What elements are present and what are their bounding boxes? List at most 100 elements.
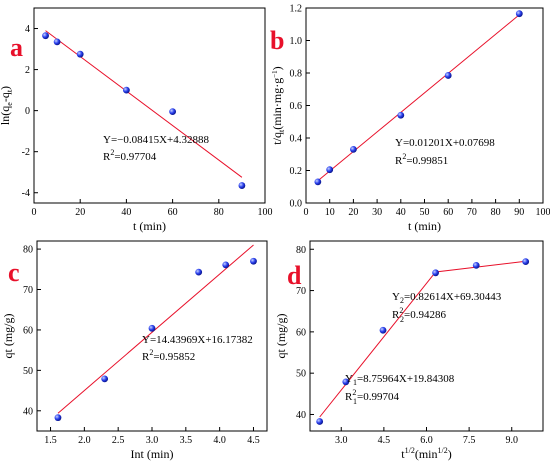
panel-c-xtick-label: 2.5: [112, 435, 125, 446]
panel-d-xtick-label: 9.0: [505, 435, 518, 446]
panel-b-fit-line: [317, 14, 520, 182]
panel-b-xtick-label: 80: [491, 207, 501, 218]
panel-a-equation: Y=−0.08415X+4.32888: [103, 134, 209, 146]
panel-b-data-point: [397, 111, 405, 119]
panel-b-ytick-label: 1.0: [290, 36, 303, 47]
panel-b-xtick-label: 20: [348, 207, 358, 218]
panel-a-xtick-label: 40: [121, 207, 131, 218]
panel-d-xtick-label: 7.5: [463, 435, 476, 446]
panel-c-data-point: [250, 257, 257, 265]
panel-b-data-point: [444, 72, 452, 79]
panel-b-ytick-label: 0.8: [290, 69, 303, 80]
panel-b-xtick-label: 10: [325, 207, 335, 218]
panel-b-data-point: [314, 178, 322, 186]
panel-a-xtick-label: 60: [168, 207, 178, 218]
panel-b-ylabel: t/qt(min·mg·g−1): [270, 66, 286, 144]
panel-b-r-squared: R2=0.99851: [395, 152, 448, 167]
panel-d-xlabel: t1/2(min1/2): [401, 446, 451, 461]
panel-d-ytick-label: 60: [296, 327, 306, 338]
panel-c-ytick-label: 50: [23, 366, 33, 377]
panel-b-xtick-label: 30: [372, 207, 382, 218]
panel-c-data-point: [148, 324, 156, 332]
panel-d-data-point: [316, 418, 324, 425]
panel-a-ytick-label: 2: [25, 65, 30, 76]
panel-a-data-point: [42, 32, 49, 40]
panel-a-ytick-label: 4: [25, 24, 30, 35]
panel-a-frame: [33, 7, 266, 204]
panel-c-xtick-label: 4.5: [247, 435, 260, 446]
panel-a-ylabel: ln(qe-qt): [0, 86, 14, 125]
panel-c-data-point: [54, 414, 62, 422]
panel-c-r-squared: R2=0.95852: [142, 348, 195, 363]
panel-c-xtick-label: 3.0: [146, 435, 159, 446]
panel-d-ytick-label: 80: [296, 245, 306, 256]
panel-c: 1.5 2.0 2.5 3.0 3.5 4.0 4.5 40 50 60 70 80 Int (min)…: [1, 240, 268, 461]
panel-b-ytick-label: 0.6: [290, 101, 303, 112]
panel-c-equation: Y=14.43969X+16.17382: [142, 334, 253, 346]
panel-d-r-squared: R2 1=0.99704: [345, 388, 399, 406]
panel-b-xtick-label: 70: [467, 207, 477, 218]
panel-c-label: c: [8, 258, 20, 287]
panel-b: 0 10 20 30 40 50 60 70 80 90 100 0.0 0.2 0.4 0.6 0.8 1.0…: [270, 4, 550, 234]
panel-b-xtick-label: 40: [396, 207, 406, 218]
panel-a-xlabel: t (min): [133, 219, 166, 233]
panel-d-data-point: [472, 261, 480, 269]
panel-a-r-squared: R2=0.97704: [103, 148, 157, 163]
panel-b-ytick-label: 1.2: [290, 4, 303, 15]
panel-b-data-point: [515, 10, 523, 18]
panel-a-xtick-label: 100: [258, 207, 273, 218]
panel-a-data-point: [53, 38, 61, 46]
panel-b-ytick-label: 0.2: [290, 166, 303, 177]
panel-b-label: b: [270, 26, 284, 55]
panel-d-xtick-label: 4.5: [378, 435, 391, 446]
panel-d-r-squared: R2 2=0.94286: [392, 306, 446, 324]
panel-c-ylabel: qt (mg/g): [1, 314, 15, 359]
panel-a-data-point: [123, 86, 130, 94]
panel-d-data-point: [522, 258, 530, 266]
panel-a-label: a: [10, 33, 23, 62]
panel-c-xtick-label: 2.0: [78, 435, 91, 446]
panel-a-data-point: [76, 50, 84, 58]
panel-c-data-point: [195, 268, 203, 276]
panel-c-xtick-label: 1.5: [44, 435, 57, 446]
panel-d-data-point: [379, 326, 387, 334]
panel-c-xtick-label: 3.5: [180, 435, 193, 446]
panel-b-equation: Y=0.01201X+0.07698: [395, 137, 495, 149]
panel-d-data-point: [342, 378, 350, 386]
panel-a-xtick-label: 80: [214, 207, 224, 218]
panel-b-xtick-label: 90: [514, 207, 524, 218]
panel-c-xlabel: Int (min): [131, 447, 174, 461]
panel-b-data-point: [326, 166, 334, 174]
panel-d-equation: Y1=8.75964X+19.84308: [345, 373, 455, 387]
panel-d-xtick-label: 6.0: [420, 435, 433, 446]
panel-a-xtick-label: 20: [75, 207, 85, 218]
panel-b-ytick-label: 0.0: [290, 199, 303, 210]
panel-d-xtick-label: 3.0: [335, 435, 348, 446]
panel-b-xtick-label: 100: [536, 207, 550, 218]
panel-a-ytick-label: -2: [22, 147, 30, 158]
panel-d-equation: Y2=0.82614X+69.30443: [392, 291, 502, 305]
panel-a-data-point: [169, 108, 177, 116]
panel-d-ytick-label: 40: [296, 410, 306, 421]
panel-c-fit-line: [57, 244, 254, 414]
panel-c-ytick-label: 60: [23, 325, 33, 336]
panel-b-data-point: [350, 145, 357, 153]
panel-c-data-point: [101, 375, 109, 383]
panel-c-ytick-label: 40: [23, 406, 33, 417]
panel-d-ytick-label: 50: [296, 369, 306, 380]
panel-a-xtick-label: 0: [32, 207, 37, 218]
panel-a: 0 20 40 60 80 100 -4 -2 0 2 4 t (min) ln(qe-qt) Y=−0.…: [0, 7, 273, 233]
panel-d-ylabel: qt (mg/g): [274, 314, 288, 359]
panel-b-xlabel: t (min): [408, 219, 441, 233]
panel-b-xtick-label: 60: [443, 207, 453, 218]
panel-b-ytick-label: 0.4: [290, 134, 303, 145]
panel-c-ytick-label: 70: [23, 285, 33, 296]
panel-c-xtick-label: 4.0: [213, 435, 226, 446]
panel-b-xtick-label: 0: [304, 207, 309, 218]
panel-d-ytick-label: 70: [296, 286, 306, 297]
panel-a-ytick-label: 0: [25, 106, 30, 117]
panel-d-data-point: [432, 269, 439, 277]
panel-c-data-point: [222, 261, 230, 269]
panel-b-frame: [305, 7, 544, 204]
